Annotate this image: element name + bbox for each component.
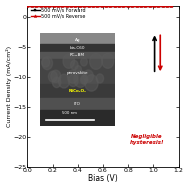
Legend: 500 mV/s Forward, 500 mV/s Reverse: 500 mV/s Forward, 500 mV/s Reverse <box>30 7 86 19</box>
500 mV/s Forward <box>35 4 37 7</box>
500 mV/s Forward <box>26 4 29 7</box>
500 mV/s Forward <box>159 4 161 7</box>
500 mV/s Reverse <box>32 4 34 7</box>
500 mV/s Reverse <box>65 4 67 7</box>
500 mV/s Reverse <box>35 4 37 7</box>
X-axis label: Bias (V): Bias (V) <box>88 174 118 184</box>
Text: Negligible
hysteresis!: Negligible hysteresis! <box>130 134 164 145</box>
Y-axis label: Current Density (mA/cm²): Current Density (mA/cm²) <box>5 46 12 127</box>
500 mV/s Reverse <box>53 4 56 7</box>
500 mV/s Forward <box>32 4 34 7</box>
500 mV/s Forward <box>164 4 166 7</box>
500 mV/s Forward <box>171 4 173 7</box>
Line: 500 mV/s Forward: 500 mV/s Forward <box>26 4 174 7</box>
500 mV/s Forward <box>65 4 67 7</box>
500 mV/s Reverse <box>26 4 29 7</box>
500 mV/s Reverse <box>164 4 166 7</box>
500 mV/s Reverse <box>159 4 161 7</box>
500 mV/s Reverse <box>171 4 173 7</box>
Line: 500 mV/s Reverse: 500 mV/s Reverse <box>26 4 174 7</box>
500 mV/s Forward <box>53 4 56 7</box>
